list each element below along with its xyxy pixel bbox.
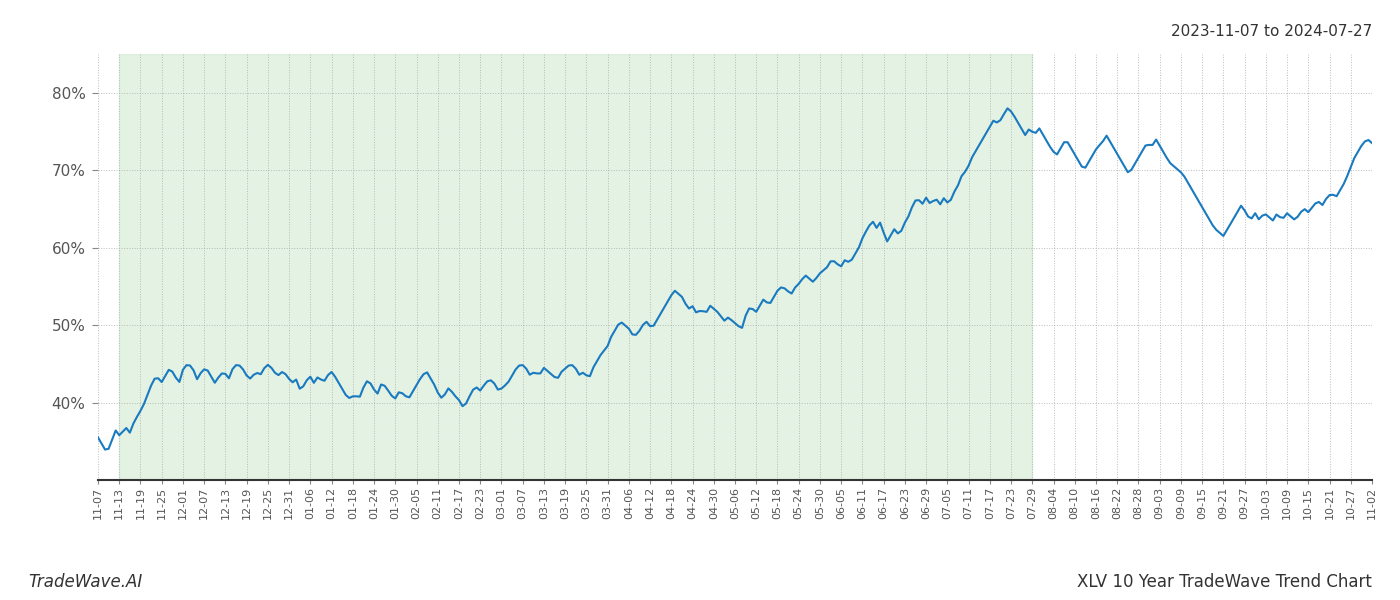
Text: 2023-11-07 to 2024-07-27: 2023-11-07 to 2024-07-27 (1170, 24, 1372, 39)
Text: TradeWave.AI: TradeWave.AI (28, 573, 143, 591)
Bar (119, 54, 1032, 480)
Text: XLV 10 Year TradeWave Trend Chart: XLV 10 Year TradeWave Trend Chart (1077, 573, 1372, 591)
